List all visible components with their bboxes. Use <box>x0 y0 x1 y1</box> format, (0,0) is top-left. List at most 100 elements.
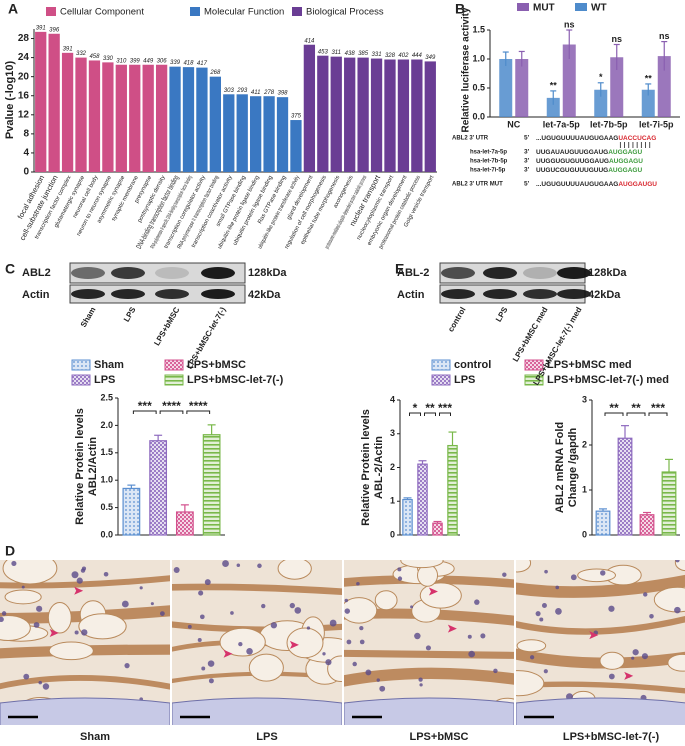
significance-bracket <box>186 410 211 414</box>
y-tick-label: 1.5 <box>472 24 485 34</box>
sequence-end: 5' <box>524 181 530 188</box>
nucleus <box>674 606 681 614</box>
nucleus <box>230 611 234 615</box>
blot-band <box>71 267 105 279</box>
blot-row-label: ABL-2 <box>397 267 429 279</box>
bar <box>594 89 608 117</box>
nucleus <box>376 678 380 682</box>
sequence-name: ABL2 3' UTR MUT <box>452 182 503 188</box>
tissue-band <box>0 575 170 589</box>
legend-swatch <box>524 374 544 386</box>
count-label: 349 <box>425 55 436 61</box>
bar <box>182 67 195 172</box>
significance-label: **** <box>162 399 181 413</box>
sequence-name: ABL2 3' UTR <box>452 136 489 142</box>
sequence-name: hsa-let-7b-5p <box>470 159 508 165</box>
arrowhead <box>624 671 634 680</box>
nucleus <box>352 661 357 667</box>
bar <box>402 498 413 536</box>
sequence-site: AUGGAUGU <box>618 181 657 188</box>
cell <box>674 560 685 572</box>
cell <box>4 589 42 605</box>
nucleus <box>33 622 40 628</box>
bar <box>447 444 458 536</box>
legend-swatch <box>164 374 184 386</box>
arrowhead <box>447 624 457 633</box>
count-label: 278 <box>263 90 275 96</box>
count-label: 414 <box>304 38 315 44</box>
tissue-edge <box>0 697 170 725</box>
nucleus <box>555 585 560 590</box>
sequence-body: UUGAUAUGUUGGAUG <box>536 149 608 156</box>
count-label: 418 <box>183 61 194 67</box>
count-label: 311 <box>331 50 341 56</box>
y-tick-label: 0.0 <box>472 111 485 121</box>
legend-label: WT <box>591 3 607 14</box>
bar <box>209 76 221 172</box>
nucleus <box>600 570 606 576</box>
cell <box>516 670 545 697</box>
nucleus <box>675 560 680 563</box>
tissue-edge <box>172 697 342 725</box>
nucleus <box>103 571 109 577</box>
x-tick-label: let-7a-5p <box>543 119 581 129</box>
nucleus <box>397 576 403 581</box>
legend-swatch <box>292 7 302 16</box>
nucleus <box>365 669 372 676</box>
bar <box>61 52 74 173</box>
count-label: 438 <box>345 51 356 57</box>
count-label: 330 <box>103 56 114 62</box>
nucleus <box>261 603 266 609</box>
legend-swatch <box>46 7 56 16</box>
tissue-edge <box>344 697 514 725</box>
blot-band <box>201 267 235 279</box>
blot-size-label: 128kDa <box>248 267 287 279</box>
histology-panel <box>516 560 685 725</box>
sequence-end: 3' <box>524 158 530 165</box>
legend-swatch <box>575 3 587 11</box>
count-label: 375 <box>291 114 302 120</box>
significance-label: * <box>413 401 418 415</box>
blot-band <box>441 267 475 279</box>
sequence-body: UUGUCGUGUUUGUUG <box>536 167 608 174</box>
nucleus <box>325 659 332 666</box>
legend-label: LPS+bMSC-let-7(-) med <box>547 374 669 386</box>
blot-band <box>201 289 235 299</box>
nucleus <box>555 608 562 615</box>
blot-band <box>111 289 145 299</box>
legend-label: Sham <box>94 359 124 371</box>
legend-swatch <box>71 359 91 371</box>
y-tick-label: 0.5 <box>472 82 485 92</box>
significance-label: *** <box>438 401 452 415</box>
legend-label: Molecular Function <box>204 7 284 18</box>
histology-label: Sham <box>80 731 110 743</box>
arrowhead <box>49 629 59 638</box>
count-label: 444 <box>412 53 423 59</box>
nucleus <box>124 663 130 669</box>
significance-label: ns <box>564 19 575 29</box>
bar <box>236 94 248 172</box>
count-label: 453 <box>318 49 329 55</box>
legend-label: LPS+bMSC <box>187 359 246 371</box>
bar <box>499 59 513 117</box>
significance-label: ** <box>550 80 558 90</box>
cell <box>516 639 547 653</box>
blot-band <box>155 267 189 279</box>
nucleus <box>541 602 547 608</box>
sequence-site: UACCUCAG <box>618 135 656 142</box>
bar <box>48 33 60 173</box>
legend-swatch <box>431 374 451 386</box>
nucleus <box>397 567 402 572</box>
legend-swatch <box>164 359 184 371</box>
significance-bracket <box>604 412 624 416</box>
x-tick-label: NC <box>507 119 520 129</box>
bar <box>142 64 154 172</box>
legend-label: LPS+bMSC-let-7(-) <box>187 374 284 386</box>
count-label: 411 <box>251 90 261 96</box>
count-label: 303 <box>224 88 235 94</box>
nucleus <box>21 585 25 589</box>
y-tick-label: 0 <box>582 529 587 539</box>
bar <box>432 522 443 536</box>
blot-band <box>71 289 105 299</box>
bar <box>657 56 671 117</box>
